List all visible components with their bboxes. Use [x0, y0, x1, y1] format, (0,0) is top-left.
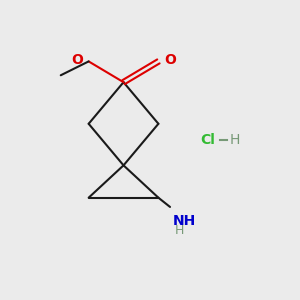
Text: H: H [175, 224, 184, 237]
Text: O: O [164, 53, 176, 67]
Text: Cl: Cl [200, 133, 215, 147]
Text: H: H [229, 133, 240, 147]
Text: NH: NH [172, 214, 196, 228]
Text: O: O [71, 53, 83, 67]
